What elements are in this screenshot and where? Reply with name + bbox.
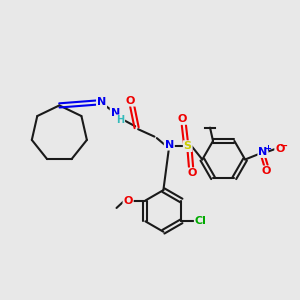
Text: Cl: Cl bbox=[195, 216, 207, 226]
Text: O: O bbox=[177, 114, 187, 124]
Text: H: H bbox=[116, 115, 124, 125]
Text: O: O bbox=[126, 96, 135, 106]
Text: +: + bbox=[264, 144, 271, 153]
Text: N: N bbox=[111, 108, 120, 118]
Text: N: N bbox=[97, 98, 106, 107]
Text: O: O bbox=[261, 167, 271, 176]
Text: O: O bbox=[188, 169, 197, 178]
Text: O: O bbox=[275, 144, 285, 154]
Text: −: − bbox=[280, 140, 288, 151]
Text: N: N bbox=[165, 140, 174, 150]
Text: O: O bbox=[123, 196, 133, 206]
Text: N: N bbox=[258, 147, 268, 157]
Text: S: S bbox=[184, 141, 192, 151]
